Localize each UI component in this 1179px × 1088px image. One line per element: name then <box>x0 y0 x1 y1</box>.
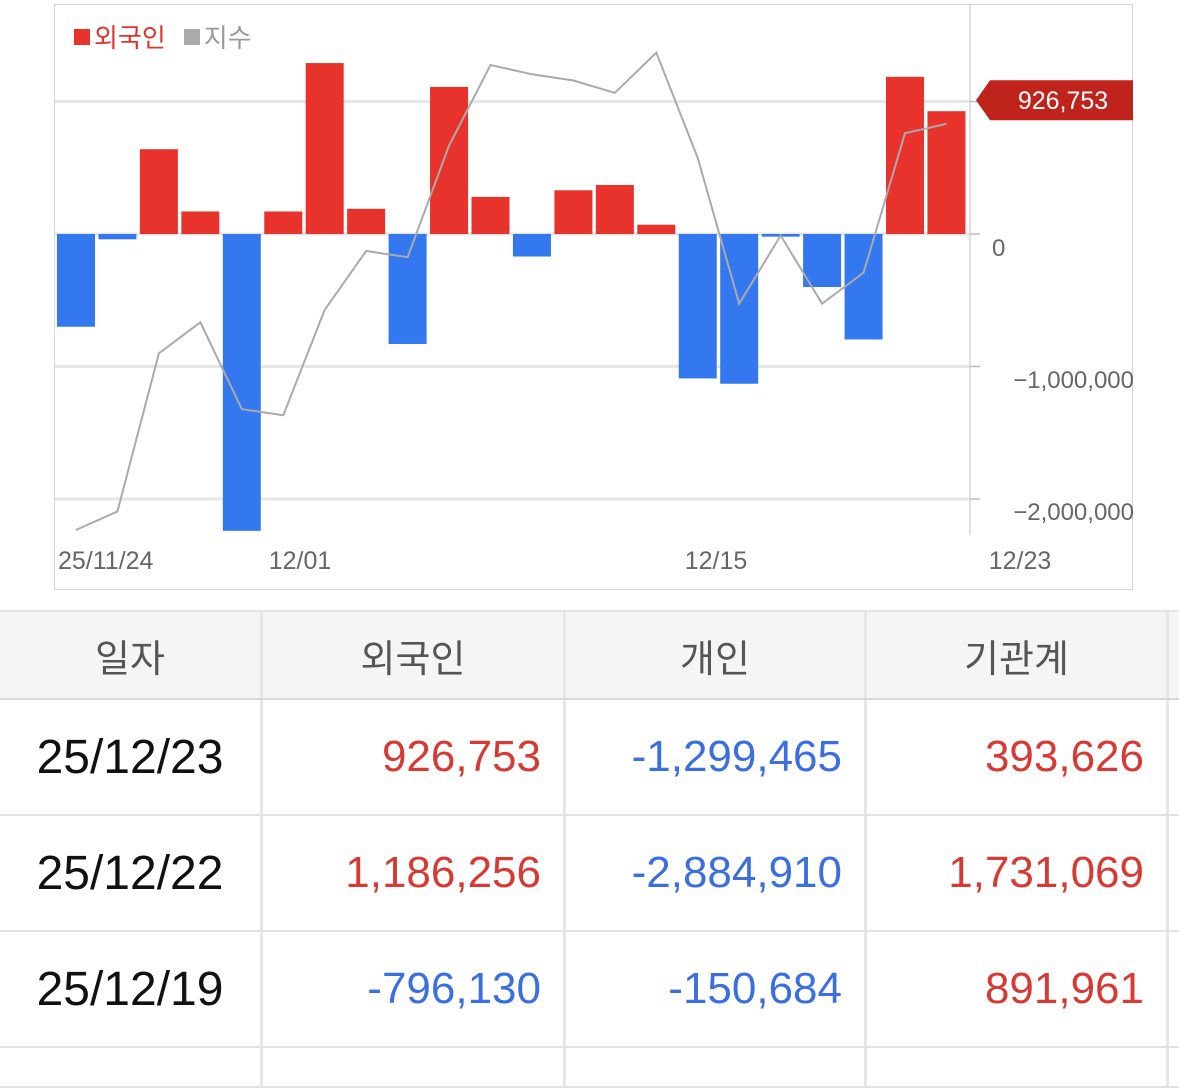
investor-flow-chart: 0 −1,000,000 −2,000,000 25/11/24 12/01 12/15 1… <box>55 5 1134 575</box>
callout-shape <box>976 80 1133 121</box>
x-tick-label: 12/23 <box>989 547 1052 575</box>
header-overflow <box>1169 612 1179 698</box>
investor-table: 일자 외국인 개인 기관계 25/12/23 926,753 -1,299,46… <box>0 610 1179 1088</box>
y-tick-label: 0 <box>992 235 1005 262</box>
header-foreign: 외국인 <box>263 612 566 698</box>
row-date: 25/12/23 <box>0 700 263 814</box>
bar-12/09 <box>512 234 551 257</box>
row-institution: 393,626 <box>867 700 1169 814</box>
bar-12/01 <box>264 211 303 234</box>
bar-12/15 <box>678 234 717 379</box>
table-row[interactable]: 25/12/19 -796,130 -150,684 891,961 <box>0 932 1179 1048</box>
bar-12/23 <box>927 111 966 234</box>
row-foreign <box>263 1048 566 1086</box>
table-row-partial <box>0 1048 1179 1088</box>
bar-12/12 <box>637 224 676 234</box>
table-row[interactable]: 25/12/23 926,753 -1,299,465 393,626 <box>0 700 1179 816</box>
bar-12/02 <box>305 63 344 235</box>
row-foreign: 926,753 <box>263 700 566 814</box>
bar-12/11 <box>595 184 634 234</box>
header-institution: 기관계 <box>867 612 1169 698</box>
value-callout: 926,753 <box>976 80 1133 121</box>
bar-11/27 <box>181 211 220 234</box>
bar-12/18 <box>803 234 842 287</box>
row-individual <box>566 1048 867 1086</box>
x-tick-label: 12/15 <box>685 547 748 575</box>
table-header-row: 일자 외국인 개인 기관계 <box>0 610 1179 700</box>
row-institution: 891,961 <box>867 932 1169 1046</box>
bar-11/26 <box>139 149 178 234</box>
legend-foreign-swatch <box>74 28 90 45</box>
row-individual: -1,299,465 <box>566 700 867 814</box>
index-line <box>75 50 947 531</box>
header-individual: 개인 <box>566 612 867 698</box>
row-date: 25/12/22 <box>0 816 263 930</box>
legend-index-label: 지수 <box>203 24 252 54</box>
row-overflow <box>1169 1048 1179 1086</box>
bar-12/03 <box>347 208 386 234</box>
table-row[interactable]: 25/12/22 1,186,256 -2,884,910 1,731,069 <box>0 816 1179 932</box>
row-overflow <box>1169 816 1179 930</box>
chart-legend: 외국인 지수 <box>74 18 252 55</box>
bar-12/04 <box>388 234 427 344</box>
legend-index-swatch <box>183 28 200 45</box>
bar-12/08 <box>471 196 510 234</box>
row-institution <box>867 1048 1169 1086</box>
row-date: 25/12/19 <box>0 932 263 1046</box>
x-tick-label: 12/01 <box>269 547 332 575</box>
bar-12/05 <box>430 86 469 234</box>
row-overflow <box>1169 932 1179 1046</box>
row-date <box>0 1048 263 1086</box>
bar-11/24 <box>57 234 95 327</box>
row-foreign: -796,130 <box>263 932 566 1046</box>
callout-label: 926,753 <box>1018 87 1108 115</box>
legend-foreign-label: 외국인 <box>94 24 166 54</box>
chart-panel <box>54 4 1133 590</box>
bar-12/10 <box>554 190 593 234</box>
row-overflow <box>1169 700 1179 814</box>
bar-12/22 <box>886 76 924 235</box>
row-foreign: 1,186,256 <box>263 816 566 930</box>
bar-12/19 <box>844 234 883 340</box>
bar-11/25 <box>98 234 137 240</box>
row-institution: 1,731,069 <box>867 816 1169 930</box>
row-individual: -2,884,910 <box>566 816 867 930</box>
y-tick-label: −2,000,000 <box>1013 499 1134 526</box>
row-individual: -150,684 <box>566 932 867 1046</box>
y-tick-label: −1,000,000 <box>1013 367 1134 394</box>
x-tick-label: 25/11/24 <box>58 547 154 575</box>
header-date: 일자 <box>0 612 263 698</box>
